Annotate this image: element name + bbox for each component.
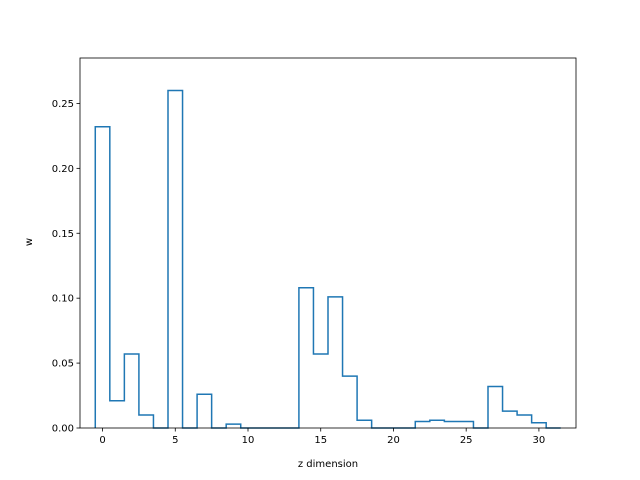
x-axis-label: z dimension	[298, 459, 358, 470]
x-tick-label: 0	[99, 435, 105, 446]
x-tick-label: 5	[172, 435, 178, 446]
x-tick-label: 10	[242, 435, 255, 446]
y-tick-label: 0.25	[52, 99, 74, 110]
y-tick-label: 0.05	[52, 359, 74, 370]
axes-frame	[79, 57, 577, 429]
x-tick-label: 20	[387, 435, 400, 446]
y-tick-label: 0.20	[52, 164, 74, 175]
y-tick-label: 0.00	[52, 424, 74, 435]
x-tick-label: 15	[314, 435, 327, 446]
x-tick-label: 25	[460, 435, 473, 446]
axes: 0 5 10 15 20 25 30 0.00 0.05 0.10 0.15 0.20 0.25	[52, 57, 577, 446]
x-tick-label: 30	[533, 435, 546, 446]
y-axis-label: w	[24, 238, 35, 246]
y-tick-label: 0.15	[52, 229, 74, 240]
y-tick-label: 0.10	[52, 294, 74, 305]
